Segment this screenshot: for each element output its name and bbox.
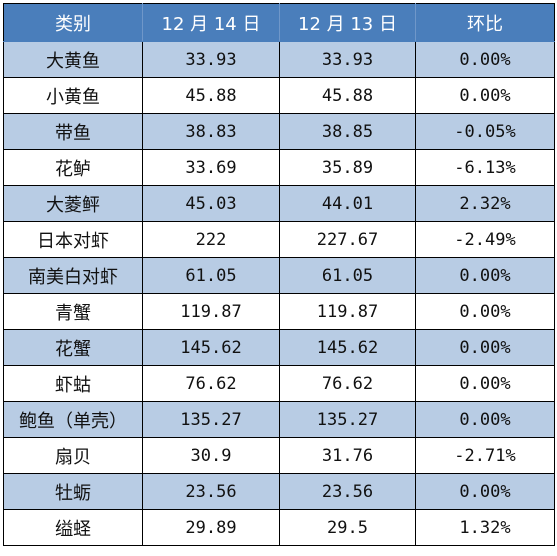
cell-dec-14: 145.62 [142,329,280,366]
cell-change: 0.00% [415,401,555,438]
cell-category: 扇贝 [3,437,143,474]
cell-category: 缢蛏 [3,509,143,546]
table-row: 缢蛏 29.89 29.5 1.32% [3,509,555,546]
cell-dec-14: 38.83 [142,113,280,150]
header-row: 类别 12 月 14 日 12 月 13 日 环比 [3,3,555,42]
cell-change: -2.71% [415,437,555,474]
cell-category: 牡蛎 [3,473,143,510]
table-row: 大黄鱼 33.93 33.93 0.00% [3,41,555,78]
header-dec-13: 12 月 13 日 [279,3,416,42]
cell-dec-13: 61.05 [279,257,416,294]
cell-change: 1.32% [415,509,555,546]
cell-dec-14: 76.62 [142,365,280,402]
cell-category: 花蟹 [3,329,143,366]
cell-dec-14: 45.03 [142,185,280,222]
cell-change: 0.00% [415,41,555,78]
cell-dec-14: 23.56 [142,473,280,510]
cell-category: 日本对虾 [3,221,143,258]
table-row: 花鲈 33.69 35.89 -6.13% [3,149,555,186]
cell-dec-13: 135.27 [279,401,416,438]
cell-dec-14: 61.05 [142,257,280,294]
cell-category: 带鱼 [3,113,143,150]
price-table: 类别 12 月 14 日 12 月 13 日 环比 大黄鱼 33.93 33.93 0… [3,3,555,546]
cell-dec-13: 44.01 [279,185,416,222]
table-row: 虾蛄 76.62 76.62 0.00% [3,365,555,402]
cell-change: 2.32% [415,185,555,222]
cell-change: 0.00% [415,365,555,402]
price-table-container: 类别 12 月 14 日 12 月 13 日 环比 大黄鱼 33.93 33.93 0… [3,3,555,546]
table-row: 小黄鱼 45.88 45.88 0.00% [3,77,555,114]
cell-dec-13: 33.93 [279,41,416,78]
cell-dec-13: 29.5 [279,509,416,546]
cell-category: 虾蛄 [3,365,143,402]
cell-dec-13: 145.62 [279,329,416,366]
table-row: 青蟹 119.87 119.87 0.00% [3,293,555,330]
table-row: 花蟹 145.62 145.62 0.00% [3,329,555,366]
table-row: 扇贝 30.9 31.76 -2.71% [3,437,555,474]
table-row: 鲍鱼（单壳） 135.27 135.27 0.00% [3,401,555,438]
header-category: 类别 [3,3,143,42]
cell-dec-13: 23.56 [279,473,416,510]
table-row: 大菱鲆 45.03 44.01 2.32% [3,185,555,222]
table-header: 类别 12 月 14 日 12 月 13 日 环比 [3,3,555,42]
cell-dec-13: 227.67 [279,221,416,258]
cell-category: 鲍鱼（单壳） [3,401,143,438]
cell-dec-14: 119.87 [142,293,280,330]
table-row: 南美白对虾 61.05 61.05 0.00% [3,257,555,294]
cell-change: 0.00% [415,329,555,366]
cell-category: 青蟹 [3,293,143,330]
table-body: 大黄鱼 33.93 33.93 0.00% 小黄鱼 45.88 45.88 0.00% 带鱼 38… [3,41,555,546]
cell-change: -6.13% [415,149,555,186]
cell-change: -2.49% [415,221,555,258]
cell-category: 大菱鲆 [3,185,143,222]
cell-dec-13: 45.88 [279,77,416,114]
cell-category: 大黄鱼 [3,41,143,78]
cell-dec-13: 76.62 [279,365,416,402]
cell-category: 南美白对虾 [3,257,143,294]
cell-dec-13: 38.85 [279,113,416,150]
cell-change: 0.00% [415,77,555,114]
cell-change: -0.05% [415,113,555,150]
cell-dec-14: 33.93 [142,41,280,78]
cell-change: 0.00% [415,473,555,510]
header-dec-14: 12 月 14 日 [142,3,280,42]
table-row: 牡蛎 23.56 23.56 0.00% [3,473,555,510]
cell-dec-14: 29.89 [142,509,280,546]
cell-dec-14: 222 [142,221,280,258]
table-row: 日本对虾 222 227.67 -2.49% [3,221,555,258]
header-change: 环比 [415,3,555,42]
table-row: 带鱼 38.83 38.85 -0.05% [3,113,555,150]
cell-category: 小黄鱼 [3,77,143,114]
cell-dec-14: 30.9 [142,437,280,474]
cell-dec-13: 35.89 [279,149,416,186]
cell-change: 0.00% [415,293,555,330]
cell-dec-14: 135.27 [142,401,280,438]
cell-dec-14: 33.69 [142,149,280,186]
cell-change: 0.00% [415,257,555,294]
cell-dec-13: 31.76 [279,437,416,474]
cell-category: 花鲈 [3,149,143,186]
cell-dec-14: 45.88 [142,77,280,114]
cell-dec-13: 119.87 [279,293,416,330]
